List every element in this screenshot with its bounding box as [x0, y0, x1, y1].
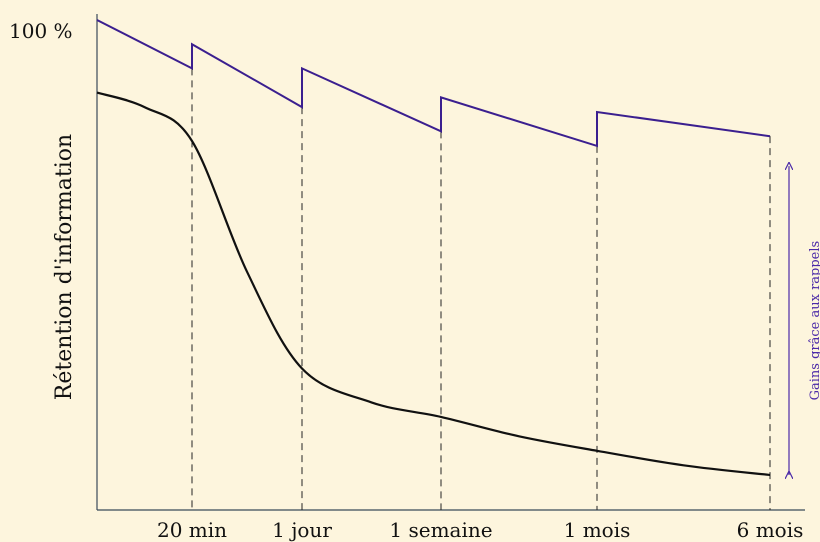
x-tick-label: 1 mois [564, 518, 631, 542]
x-tick-label: 20 min [157, 518, 227, 542]
y-axis-label: Rétention d'information [52, 134, 77, 400]
series-line-with-reviews [96, 19, 771, 148]
y-max-label: 100 % [9, 19, 73, 43]
x-tick-label: 1 jour [272, 518, 332, 542]
x-tick-label: 6 mois [737, 518, 804, 542]
series-line-forgetting [96, 91, 771, 477]
review-markers [191, 68, 771, 510]
x-tick-labels: 20 min 1 jour 1 semaine 1 mois 6 mois [157, 518, 803, 542]
gains-annotation: Gains grâce aux rappels [808, 241, 820, 401]
x-tick-label: 1 semaine [389, 518, 492, 542]
